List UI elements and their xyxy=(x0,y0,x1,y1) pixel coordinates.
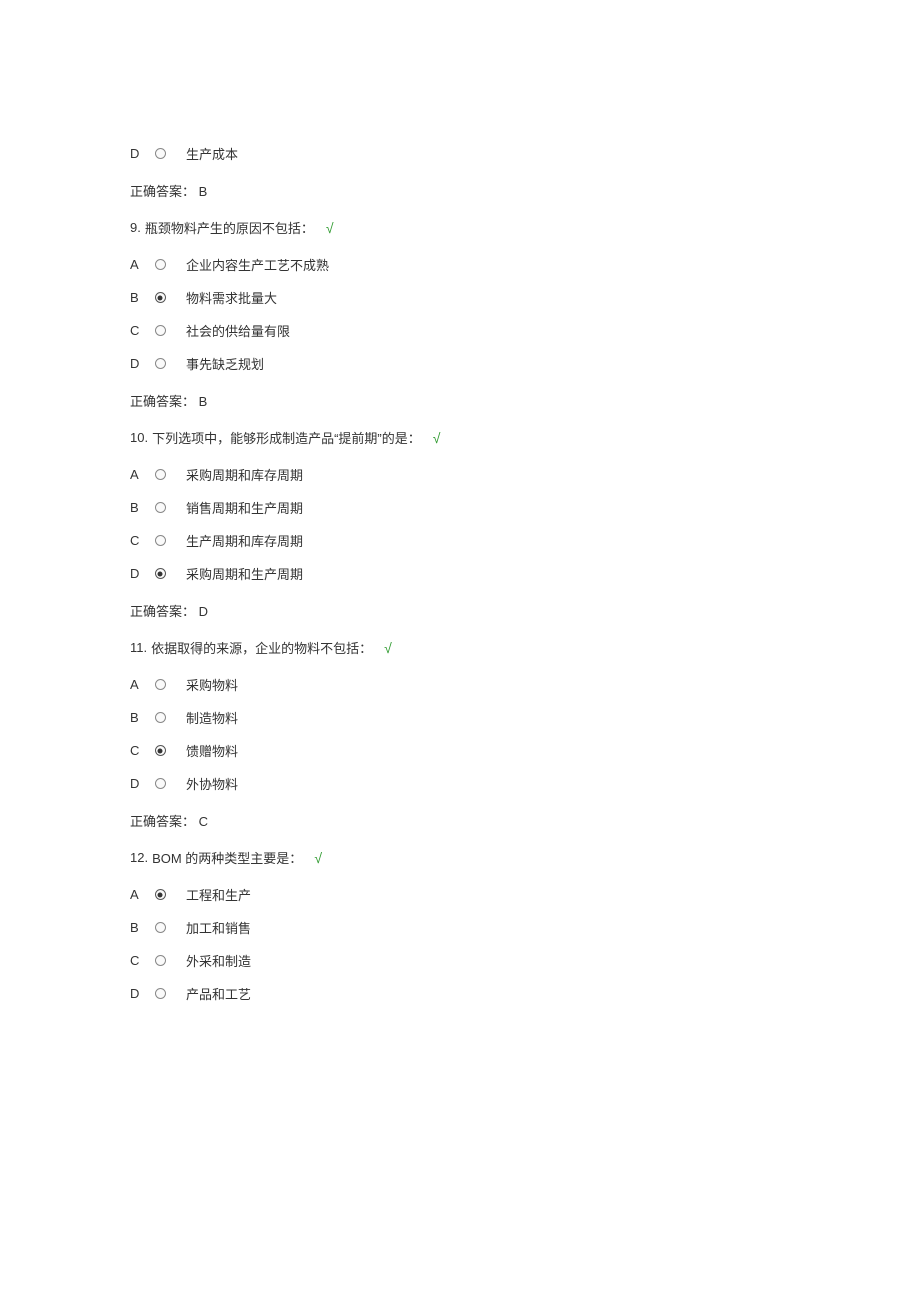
radio-icon xyxy=(152,744,168,758)
option-text: 外协物料 xyxy=(186,774,238,793)
radio-icon xyxy=(152,567,168,581)
radio-icon xyxy=(152,147,168,161)
radio-icon xyxy=(152,324,168,338)
answer-value: B xyxy=(199,184,208,199)
option-text: 加工和销售 xyxy=(186,918,251,937)
q12-stem: 12. BOM 的两种类型主要是： √ xyxy=(130,848,790,867)
q11-stem: 11. 依据取得的来源，企业的物料不包括： √ xyxy=(130,638,790,657)
radio-icon xyxy=(152,987,168,1001)
radio-icon xyxy=(152,954,168,968)
q12-option-c[interactable]: C 外采和制造 xyxy=(130,951,790,970)
question-text: BOM 的两种类型主要是： xyxy=(152,848,302,867)
check-icon: √ xyxy=(384,640,392,656)
answer-value: C xyxy=(199,814,208,829)
q10-option-a[interactable]: A 采购周期和库存周期 xyxy=(130,465,790,484)
question-number: 9. xyxy=(130,220,141,235)
option-letter: C xyxy=(130,533,144,548)
option-letter: D xyxy=(130,986,144,1001)
q9-stem: 9. 瓶颈物料产生的原因不包括： √ xyxy=(130,218,790,237)
question-number: 10. xyxy=(130,430,148,445)
option-letter: B xyxy=(130,710,144,725)
q10-option-c[interactable]: C 生产周期和库存周期 xyxy=(130,531,790,550)
q9-option-d[interactable]: D 事先缺乏规划 xyxy=(130,354,790,373)
q10-option-b[interactable]: B 销售周期和生产周期 xyxy=(130,498,790,517)
q9-option-c[interactable]: C 社会的供给量有限 xyxy=(130,321,790,340)
option-letter: B xyxy=(130,920,144,935)
radio-icon xyxy=(152,921,168,935)
option-letter: A xyxy=(130,887,144,902)
radio-icon xyxy=(152,888,168,902)
q9-option-a[interactable]: A 企业内容生产工艺不成熟 xyxy=(130,255,790,274)
question-text: 下列选项中，能够形成制造产品“提前期”的是： xyxy=(152,428,421,447)
option-letter: B xyxy=(130,290,144,305)
q11-option-b[interactable]: B 制造物料 xyxy=(130,708,790,727)
radio-icon xyxy=(152,711,168,725)
option-letter: A xyxy=(130,467,144,482)
option-text: 外采和制造 xyxy=(186,951,251,970)
radio-icon xyxy=(152,534,168,548)
question-text: 依据取得的来源，企业的物料不包括： xyxy=(151,638,372,657)
answer-label: 正确答案： xyxy=(130,814,195,829)
q11-answer-row: 正确答案： C xyxy=(130,811,790,830)
q8-option-d[interactable]: D 生产成本 xyxy=(130,144,790,163)
q9-option-b[interactable]: B 物料需求批量大 xyxy=(130,288,790,307)
q12-option-d[interactable]: D 产品和工艺 xyxy=(130,984,790,1003)
radio-icon xyxy=(152,777,168,791)
q10-answer-row: 正确答案： D xyxy=(130,601,790,620)
option-letter: A xyxy=(130,257,144,272)
q10-stem: 10. 下列选项中，能够形成制造产品“提前期”的是： √ xyxy=(130,428,790,447)
radio-icon xyxy=(152,678,168,692)
option-letter: D xyxy=(130,146,144,161)
radio-icon xyxy=(152,357,168,371)
question-text: 瓶颈物料产生的原因不包括： xyxy=(145,218,314,237)
radio-icon xyxy=(152,468,168,482)
answer-label: 正确答案： xyxy=(130,394,195,409)
radio-icon xyxy=(152,501,168,515)
q10-option-d[interactable]: D 采购周期和生产周期 xyxy=(130,564,790,583)
option-letter: D xyxy=(130,356,144,371)
option-letter: C xyxy=(130,323,144,338)
option-text: 生产成本 xyxy=(186,144,238,163)
option-text: 制造物料 xyxy=(186,708,238,727)
answer-label: 正确答案： xyxy=(130,184,195,199)
q8-answer-row: 正确答案： B xyxy=(130,181,790,200)
answer-value: D xyxy=(199,604,208,619)
answer-label: 正确答案： xyxy=(130,604,195,619)
option-text: 社会的供给量有限 xyxy=(186,321,290,340)
option-text: 馈赠物料 xyxy=(186,741,238,760)
option-letter: D xyxy=(130,566,144,581)
option-text: 事先缺乏规划 xyxy=(186,354,264,373)
option-letter: D xyxy=(130,776,144,791)
q11-option-d[interactable]: D 外协物料 xyxy=(130,774,790,793)
check-icon: √ xyxy=(314,850,322,866)
option-letter: B xyxy=(130,500,144,515)
option-text: 企业内容生产工艺不成熟 xyxy=(186,255,329,274)
option-text: 销售周期和生产周期 xyxy=(186,498,303,517)
option-letter: A xyxy=(130,677,144,692)
option-text: 工程和生产 xyxy=(186,885,251,904)
radio-icon xyxy=(152,291,168,305)
option-letter: C xyxy=(130,953,144,968)
answer-value: B xyxy=(199,394,208,409)
option-text: 产品和工艺 xyxy=(186,984,251,1003)
radio-icon xyxy=(152,258,168,272)
option-letter: C xyxy=(130,743,144,758)
question-number: 11. xyxy=(130,640,147,655)
q12-option-b[interactable]: B 加工和销售 xyxy=(130,918,790,937)
check-icon: √ xyxy=(433,430,441,446)
q11-option-a[interactable]: A 采购物料 xyxy=(130,675,790,694)
q11-option-c[interactable]: C 馈赠物料 xyxy=(130,741,790,760)
q12-option-a[interactable]: A 工程和生产 xyxy=(130,885,790,904)
option-text: 采购周期和库存周期 xyxy=(186,465,303,484)
q9-answer-row: 正确答案： B xyxy=(130,391,790,410)
question-number: 12. xyxy=(130,850,148,865)
option-text: 生产周期和库存周期 xyxy=(186,531,303,550)
option-text: 采购物料 xyxy=(186,675,238,694)
check-icon: √ xyxy=(326,220,334,236)
option-text: 采购周期和生产周期 xyxy=(186,564,303,583)
option-text: 物料需求批量大 xyxy=(186,288,277,307)
